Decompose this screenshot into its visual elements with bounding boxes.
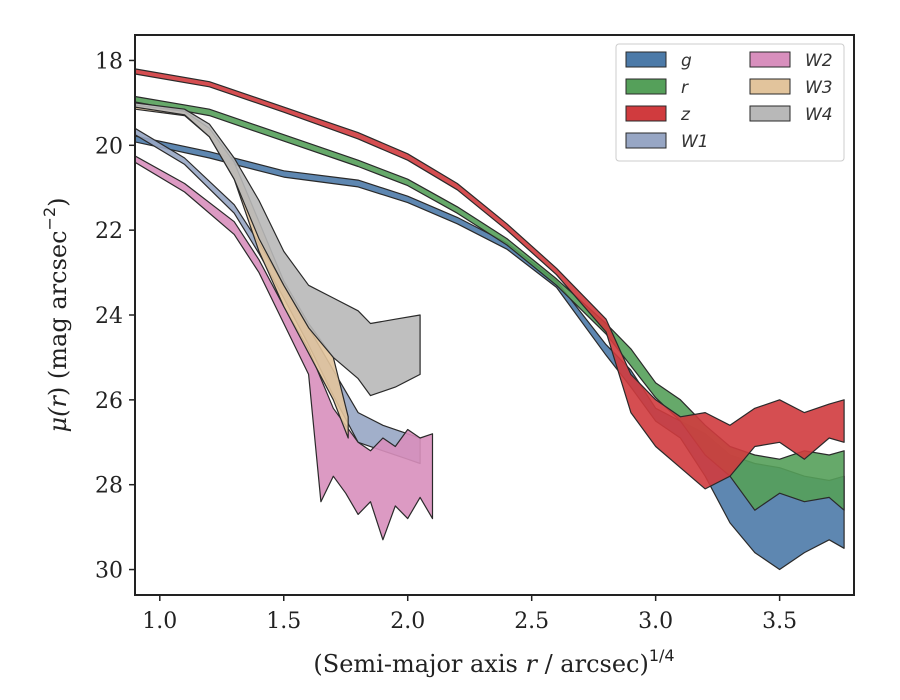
x-axis-label-mid: / arcsec) [537,650,649,678]
y-axis-label-mid: ) (mag arcsec [44,230,72,396]
y-tick-label: 24 [95,304,123,329]
y-axis-label-sup: −2 [40,207,59,231]
x-axis: 1.0 1.5 2.0 2.5 3.0 3.5 [142,595,797,634]
x-axis-label: (Semi-major axis r / arcsec)1/4 [313,646,674,678]
x-tick-label: 1.0 [142,609,177,634]
y-tick-label: 20 [95,134,123,159]
y-tick-label: 26 [95,389,123,414]
y-axis-label: μ(r) (mag arcsec−2) [40,197,72,432]
band-w4 [135,102,421,397]
legend-swatch-r [625,78,667,95]
legend-swatch-w4 [749,105,791,122]
y-axis-label-suffix: ) [44,197,72,206]
y-tick-label: 28 [95,474,123,499]
y-tick-label: 22 [95,219,123,244]
legend-swatch-g [625,51,667,68]
legend-label-w1: W1 [681,132,709,152]
legend: grz W1 W2 W3 W4 [615,43,845,162]
x-tick-label: 3.5 [762,609,797,634]
x-tick-label: 2.5 [514,609,549,634]
legend-label-r: r [681,78,689,98]
y-axis: 18 20 22 24 26 28 30 [95,49,135,584]
series-layer [135,68,845,571]
band-z [135,68,845,490]
legend-label-w3: W3 [805,78,833,98]
y-tick-label: 30 [95,559,123,584]
y-axis-label-var: r [44,395,72,408]
y-axis-label-prefix: μ( [44,407,72,433]
legend-swatch-w1 [625,132,667,149]
x-tick-label: 2.0 [390,609,425,634]
legend-label-w2: W2 [805,51,833,71]
x-tick-label: 3.0 [638,609,673,634]
x-tick-label: 1.5 [266,609,301,634]
y-tick-label: 18 [95,49,123,74]
legend-label-g: g [681,51,692,71]
legend-swatch-w2 [749,51,791,68]
legend-swatch-z [625,105,667,122]
legend-swatch-w3 [749,78,791,95]
x-axis-label-prefix: (Semi-major axis [313,650,525,678]
x-axis-label-sup: 1/4 [649,646,675,665]
legend-frame [615,43,845,162]
legend-label-z: z [680,105,691,125]
legend-label-w4: W4 [805,105,833,125]
x-axis-label-var: r [525,650,538,678]
